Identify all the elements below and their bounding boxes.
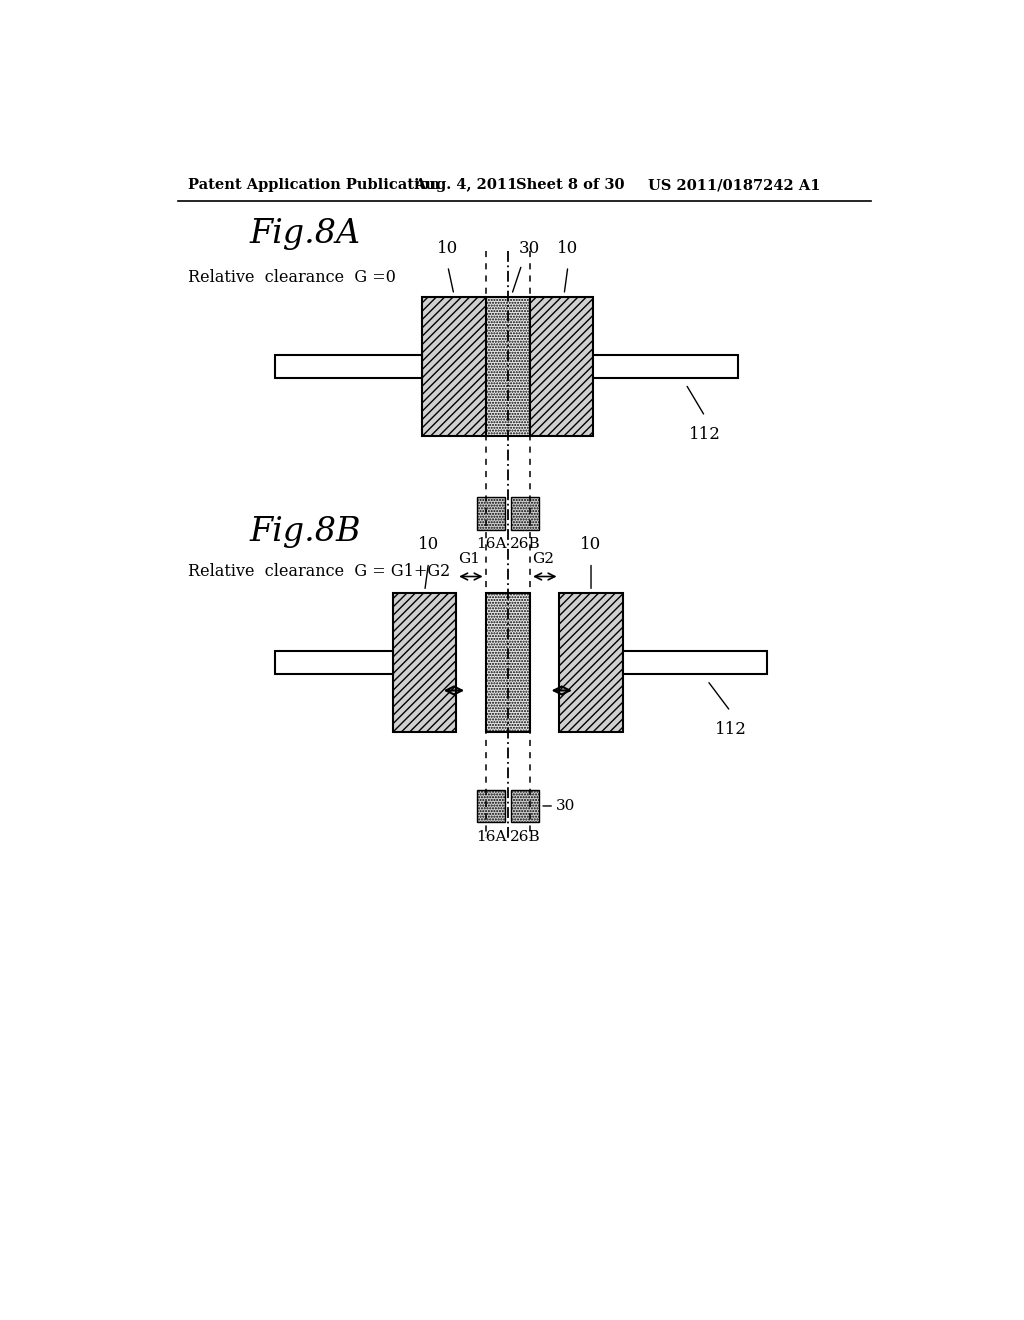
Bar [530, 297, 593, 436]
Bar [485, 297, 530, 436]
Bar [623, 651, 767, 675]
Bar [485, 594, 530, 733]
Text: US 2011/0187242 A1: US 2011/0187242 A1 [648, 178, 820, 193]
Text: Fig.8A: Fig.8A [250, 218, 361, 249]
Text: Sheet 8 of 30: Sheet 8 of 30 [515, 178, 624, 193]
Bar [275, 651, 393, 675]
Bar [593, 355, 738, 378]
Text: G1: G1 [458, 552, 480, 566]
Text: 16A: 16A [476, 830, 506, 843]
Text: 10: 10 [581, 536, 602, 553]
Text: 16A: 16A [476, 537, 506, 552]
Text: 10: 10 [557, 240, 579, 257]
Bar [477, 498, 505, 529]
Text: 26B: 26B [510, 830, 540, 843]
Text: Fig.8B: Fig.8B [250, 516, 361, 548]
Text: 30: 30 [519, 240, 540, 257]
Text: 10: 10 [418, 536, 439, 553]
Bar [559, 594, 623, 733]
Text: Aug. 4, 2011: Aug. 4, 2011 [414, 178, 517, 193]
Bar [477, 789, 505, 822]
Bar [511, 789, 539, 822]
Text: Relative  clearance  G =0: Relative clearance G =0 [188, 269, 396, 286]
Text: Relative  clearance  G = G1+G2: Relative clearance G = G1+G2 [188, 564, 451, 581]
Text: 112: 112 [715, 721, 746, 738]
Text: 26B: 26B [510, 537, 540, 552]
Bar [393, 594, 457, 733]
Text: 30: 30 [556, 799, 574, 813]
Text: 10: 10 [437, 240, 459, 257]
Text: Patent Application Publication: Patent Application Publication [188, 178, 440, 193]
Text: 112: 112 [689, 425, 721, 442]
Text: G2: G2 [531, 552, 554, 566]
Bar [275, 355, 422, 378]
Bar [511, 498, 539, 529]
Bar [422, 297, 485, 436]
